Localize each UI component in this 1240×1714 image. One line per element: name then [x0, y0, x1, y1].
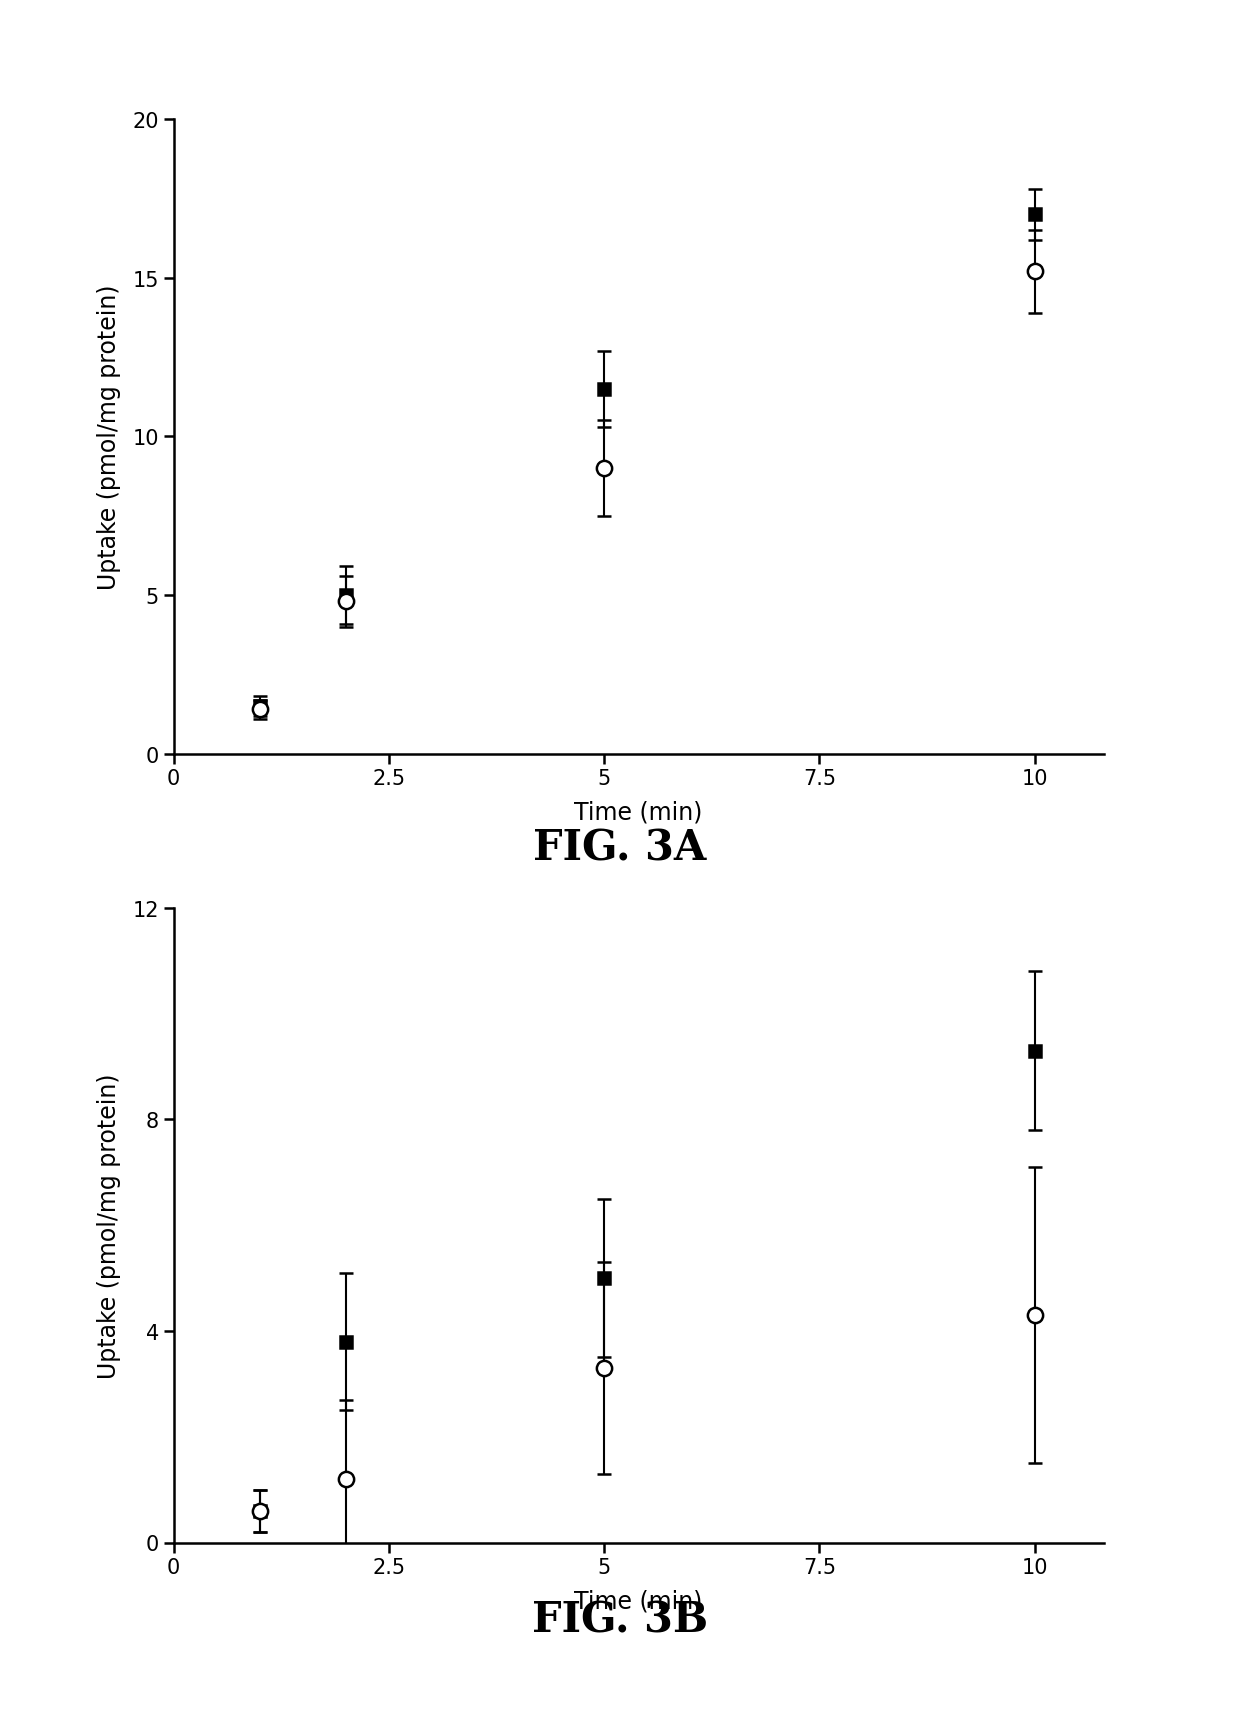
Y-axis label: Uptake (pmol/mg protein): Uptake (pmol/mg protein) [98, 1073, 122, 1378]
X-axis label: Time (min): Time (min) [574, 800, 703, 824]
X-axis label: Time (min): Time (min) [574, 1589, 703, 1613]
Text: FIG. 3A: FIG. 3A [533, 828, 707, 869]
Y-axis label: Uptake (pmol/mg protein): Uptake (pmol/mg protein) [98, 285, 122, 590]
Text: FIG. 3B: FIG. 3B [532, 1599, 708, 1640]
